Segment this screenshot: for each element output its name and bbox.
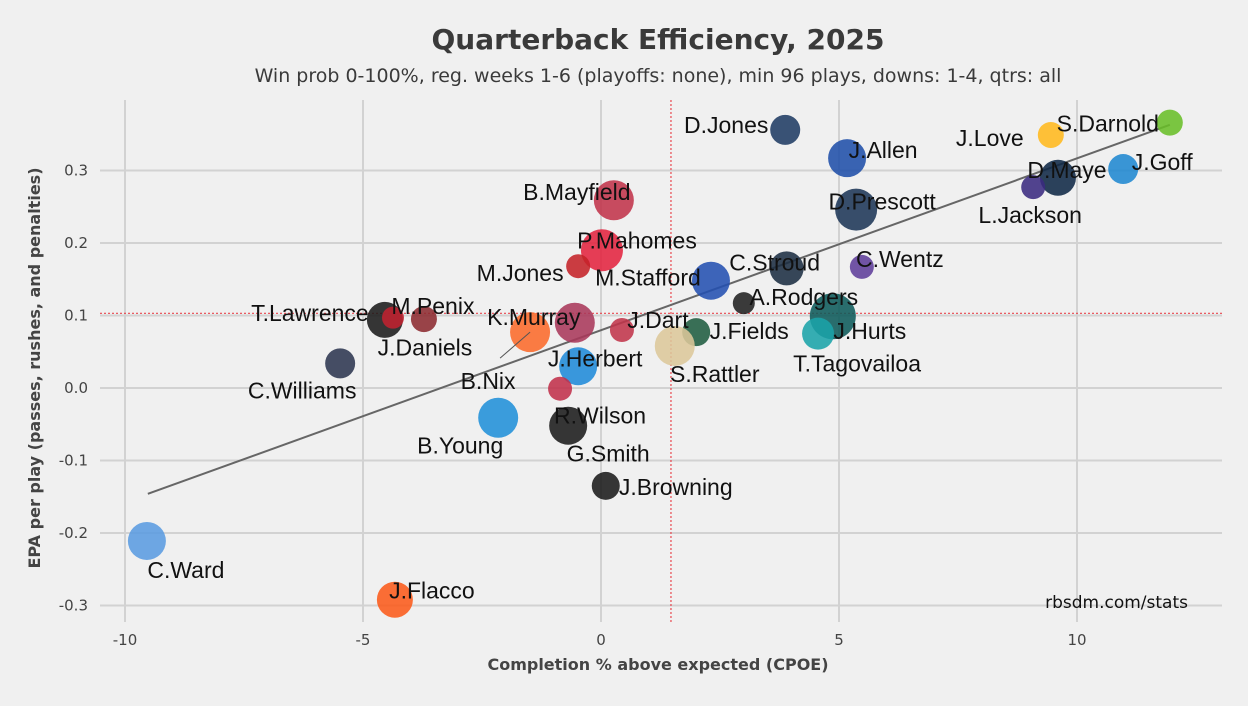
point-label: C.Williams [248, 377, 357, 403]
data-point-b-young [478, 397, 519, 438]
y-tick-label: 0.1 [64, 307, 88, 325]
point-label: J.Daniels [378, 335, 473, 361]
point-label: M.Penix [391, 293, 475, 319]
x-tick-label: 5 [834, 631, 844, 649]
source-credit: rbsdm.com/stats [1045, 593, 1188, 613]
data-point-d-prescott [835, 188, 878, 231]
data-points [127, 109, 1183, 618]
x-tick-label: 10 [1067, 631, 1086, 649]
data-point-j-daniels [381, 306, 404, 329]
y-tick-label: 0.0 [64, 379, 88, 397]
point-label: B.Mayfield [523, 179, 630, 205]
point-label: G.Smith [567, 441, 650, 467]
x-tick-label: -5 [356, 631, 371, 649]
point-label: J.Browning [619, 474, 733, 500]
point-label: B.Nix [461, 368, 516, 394]
data-point-s-rattler [654, 325, 695, 366]
data-point-j-herbert [559, 347, 598, 386]
axis-ticks: -10 -5 0 5 10 -0.3 -0.2 -0.1 0.0 0.1 0.2 0.3 [59, 162, 1087, 650]
y-axis-label: EPA per play (passes, rushes, and penalt… [25, 167, 44, 568]
data-point-k-murray [554, 302, 595, 343]
point-label: J.Love [956, 125, 1024, 151]
x-tick-label: 0 [596, 631, 606, 649]
point-label: M.Stafford [595, 265, 701, 291]
point-label: P.Mahomes [577, 227, 697, 253]
data-point-c-stroud [769, 251, 804, 286]
data-point-j-dart [609, 318, 634, 342]
data-point-c-ward [127, 521, 166, 560]
data-point-l-jackson [1021, 175, 1046, 200]
y-tick-label: -0.1 [59, 452, 88, 470]
x-axis-label: Completion % above expected (CPOE) [487, 655, 828, 674]
point-label: M.Jones [477, 260, 564, 286]
data-point-m-stafford [691, 261, 730, 300]
data-point-c-williams [325, 348, 356, 379]
point-label: K.Murray [487, 304, 581, 330]
data-point-j-love [1037, 121, 1064, 148]
point-label: C.Stroud [729, 249, 820, 275]
data-point-j-flacco [376, 581, 413, 618]
point-label: T.Lawrence [251, 300, 369, 326]
point-labels: D.Jones J.Allen J.Love S.Darnold D.Maye J.Gof… [147, 111, 1193, 604]
trend-line [147, 123, 1171, 495]
data-point-j-allen [828, 139, 867, 178]
y-tick-label: 0.2 [64, 234, 88, 252]
data-point-j-browning [591, 471, 620, 500]
point-label: D.Prescott [828, 189, 936, 215]
point-label: J.Hurts [833, 318, 906, 344]
point-label: J.Flacco [389, 578, 475, 604]
y-tick-label: -0.2 [59, 524, 88, 542]
data-point-d-maye [1039, 159, 1076, 196]
data-point-p-mahomes [580, 229, 623, 272]
label-connector [499, 331, 531, 359]
y-tick-label: -0.3 [59, 597, 88, 615]
data-point-b-mayfield [593, 180, 634, 221]
point-label: S.Rattler [670, 361, 760, 387]
point-label: L.Jackson [978, 202, 1082, 228]
point-label: B.Young [417, 433, 503, 459]
point-label: A.Rodgers [749, 284, 858, 310]
point-label: J.Fields [710, 318, 789, 344]
gridlines [100, 100, 1222, 622]
data-point-m-penix [410, 306, 437, 333]
data-point-t-tagovailoa [802, 317, 835, 350]
data-point-m-jones [566, 254, 591, 279]
data-point-g-smith [549, 406, 588, 445]
data-point-j-goff [1108, 154, 1139, 185]
regression-line [147, 123, 1171, 495]
point-label: J.Goff [1132, 149, 1194, 175]
point-label: J.Allen [849, 137, 918, 163]
point-label: D.Jones [684, 112, 768, 138]
data-point-d-jones [770, 114, 801, 145]
chart-subtitle: Win prob 0-100%, reg. weeks 1-6 (playoff… [255, 65, 1062, 87]
data-point-c-wentz [849, 254, 874, 279]
y-tick-label: 0.3 [64, 162, 88, 180]
point-label: C.Wentz [856, 246, 944, 272]
data-point-r-wilson [548, 376, 573, 401]
point-label: C.Ward [147, 557, 224, 583]
point-label: S.Darnold [1057, 111, 1159, 137]
x-tick-label: -10 [113, 631, 138, 649]
chart-title: Quarterback Efficiency, 2025 [432, 23, 885, 56]
data-point-s-darnold [1156, 109, 1183, 136]
point-label: J.Dart [627, 307, 689, 333]
point-label: J.Herbert [548, 345, 643, 371]
point-label: T.Tagovailoa [793, 351, 921, 377]
point-label: R.Wilson [554, 403, 646, 429]
data-point-a-rodgers [732, 292, 755, 315]
point-label: D.Maye [1027, 157, 1106, 183]
